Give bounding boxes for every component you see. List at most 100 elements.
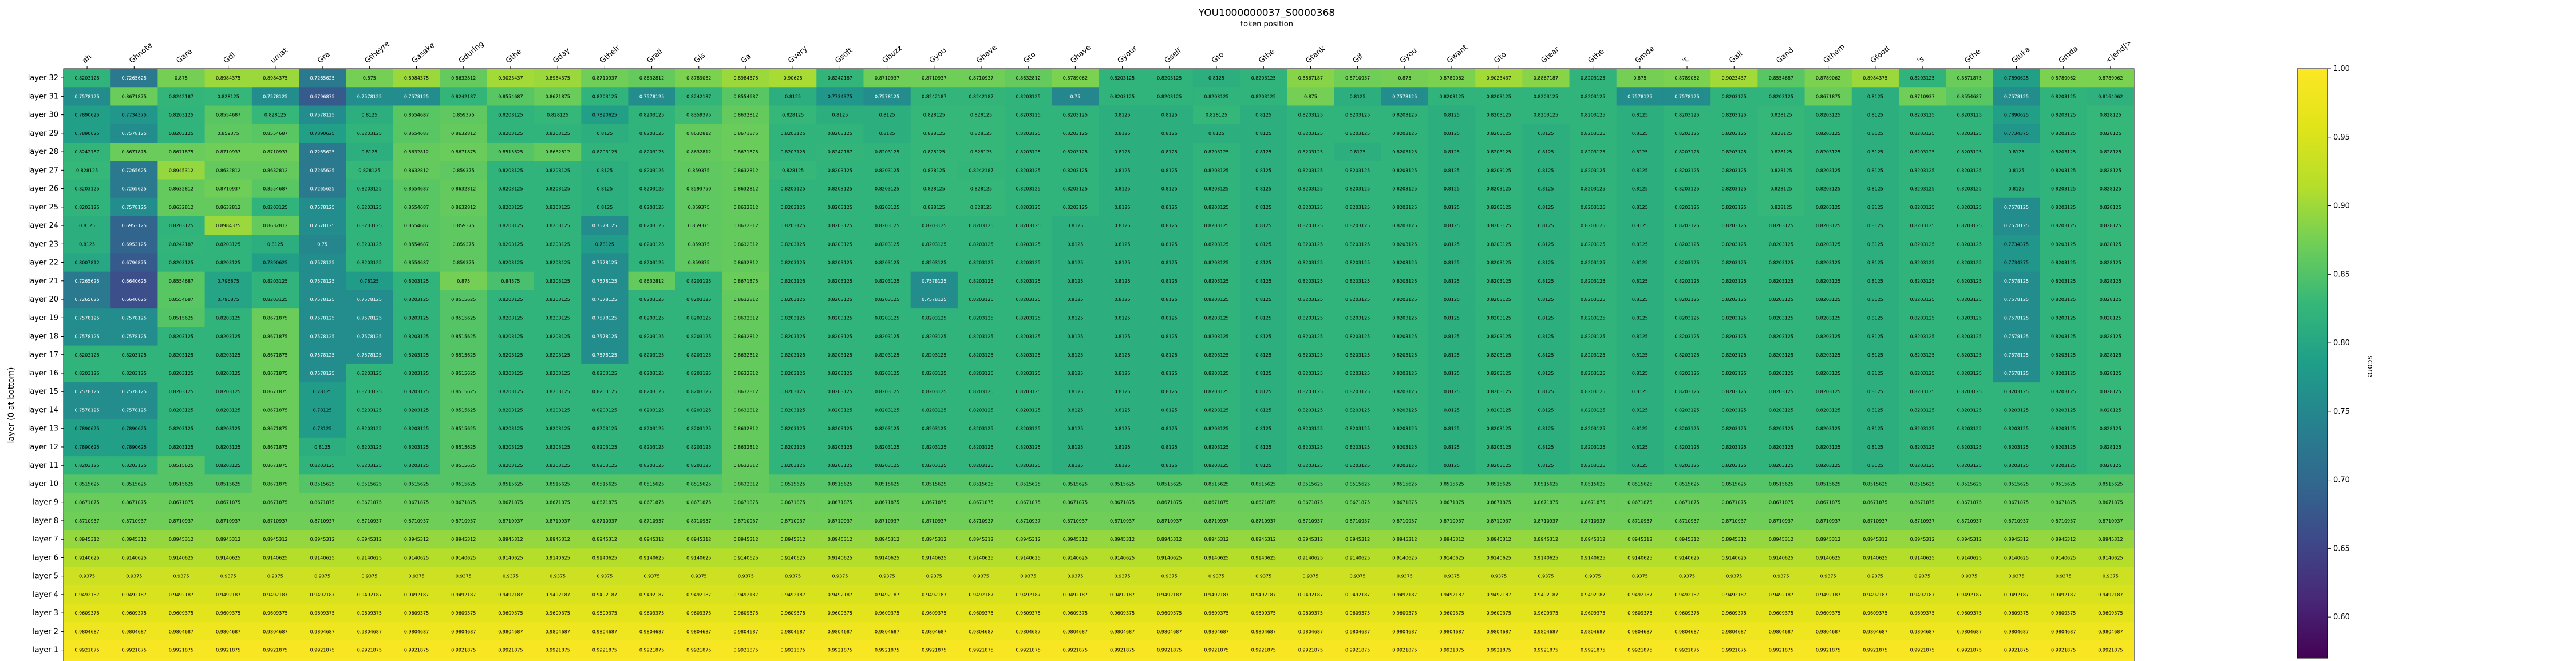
x-tick-label: Gdi <box>222 50 237 65</box>
heatmap-cell <box>722 419 770 438</box>
heatmap-cell <box>1757 69 1805 88</box>
heatmap-cell <box>1381 271 1429 291</box>
heatmap-cell <box>628 253 676 272</box>
heatmap-cell <box>1569 327 1617 346</box>
heatmap-cell <box>628 604 676 623</box>
cell-value-label: 0.9492187 <box>1439 592 1464 597</box>
heatmap-cell <box>1569 124 1617 143</box>
heatmap-cell <box>1569 142 1617 161</box>
heatmap-cell <box>1145 585 1194 604</box>
heatmap-cell <box>346 235 393 254</box>
heatmap-cell <box>1052 437 1099 457</box>
cell-value-label: 0.9921875 <box>2098 648 2123 653</box>
cell-value-label: 0.8515625 <box>498 481 523 486</box>
heatmap-cell <box>581 253 629 272</box>
heatmap-cell <box>1616 290 1664 309</box>
heatmap-cell <box>1946 253 1993 272</box>
cell-value-label: 0.8203125 <box>498 131 523 136</box>
heatmap-cell <box>204 197 252 217</box>
cell-value-label: 0.8203125 <box>1345 371 1370 376</box>
cell-value-label: 0.8945312 <box>639 537 664 542</box>
heatmap-cell <box>1381 161 1429 180</box>
heatmap-cell <box>440 161 488 180</box>
heatmap-cell <box>1475 271 1523 291</box>
heatmap-cell <box>110 345 158 365</box>
cell-value-label: 0.9609375 <box>122 611 147 616</box>
heatmap-cell <box>1240 105 1287 125</box>
heatmap-cell <box>1569 271 1617 291</box>
cell-value-label: 0.9492187 <box>1674 592 1699 597</box>
heatmap-cell <box>1145 363 1194 383</box>
cell-value-label: 0.8710937 <box>1957 518 1982 524</box>
heatmap-cell <box>1145 308 1194 327</box>
cell-value-label: 0.8203125 <box>639 445 664 450</box>
heatmap-cell <box>64 69 111 88</box>
cell-value-label: 0.7578125 <box>310 315 334 320</box>
heatmap-cell <box>1898 271 1946 291</box>
cell-value-label: 0.8710937 <box>922 518 946 524</box>
cell-value-label: 0.8671875 <box>781 500 805 505</box>
heatmap-cell <box>204 474 252 494</box>
heatmap-cell <box>1804 437 1852 457</box>
cell-value-label: 0.8125 <box>1632 463 1648 468</box>
heatmap-cell <box>1851 604 1899 623</box>
cell-value-label: 0.8203125 <box>922 334 946 339</box>
y-tick-label: layer 29 <box>28 129 58 138</box>
heatmap-cell <box>957 530 1005 549</box>
cell-value-label: 0.9609375 <box>922 611 946 616</box>
cell-value-label: 0.8671875 <box>1534 500 1558 505</box>
cell-value-label: 0.8203125 <box>639 407 664 413</box>
cell-value-label: 0.8203125 <box>216 371 240 376</box>
heatmap-cell <box>1616 401 1664 420</box>
cell-value-label: 0.7578125 <box>74 389 99 394</box>
cell-value-label: 0.8671875 <box>122 149 147 155</box>
heatmap-cell <box>299 401 346 420</box>
heatmap-cell <box>1993 327 2041 346</box>
heatmap-cell <box>1946 419 1993 438</box>
cell-value-label: 0.8203125 <box>546 334 570 339</box>
cell-value-label: 0.8203125 <box>1910 315 1934 320</box>
heatmap-cell <box>910 640 958 660</box>
heatmap-cell <box>110 290 158 309</box>
heatmap-cell <box>157 493 206 512</box>
heatmap-cell <box>2087 271 2135 291</box>
heatmap-cell <box>1757 197 1805 217</box>
cell-value-label: 0.9609375 <box>1063 611 1088 616</box>
heatmap-cell <box>204 345 252 365</box>
heatmap-cell <box>675 382 723 401</box>
cell-value-label: 0.8125 <box>79 242 95 247</box>
cell-value-label: 0.8671875 <box>169 149 193 155</box>
cell-value-label: 0.8203125 <box>1392 113 1417 118</box>
heatmap-cell <box>581 179 629 199</box>
heatmap-cell <box>299 179 346 199</box>
cell-value-label: 0.9375 <box>1961 574 1977 579</box>
cell-value-label: 0.8203125 <box>1392 131 1417 136</box>
heatmap-cell <box>1804 401 1852 420</box>
heatmap-cell <box>440 179 488 199</box>
cell-value-label: 0.8203125 <box>169 260 193 266</box>
heatmap-cell <box>1240 327 1287 346</box>
heatmap-cell <box>1334 401 1382 420</box>
heatmap-cell <box>1993 640 2041 660</box>
colorbar-tick-label: 1.00 <box>2333 65 2350 73</box>
cell-value-label: 0.8125 <box>1444 205 1460 210</box>
cell-value-label: 0.9804687 <box>922 629 946 634</box>
cell-value-label: 0.859375 <box>453 260 475 266</box>
heatmap-cell <box>581 548 629 568</box>
heatmap-cell <box>299 530 346 549</box>
heatmap-cell <box>534 69 582 88</box>
cell-value-label: 0.8203125 <box>1722 168 1747 173</box>
cell-value-label: 0.828125 <box>2100 113 2121 118</box>
cell-value-label: 0.8203125 <box>1063 113 1088 118</box>
cell-value-label: 0.7578125 <box>357 94 382 99</box>
heatmap-cell <box>1946 456 1993 475</box>
cell-value-label: 0.8203125 <box>2051 131 2076 136</box>
heatmap-cell <box>64 382 111 401</box>
cell-value-label: 0.8203125 <box>1204 168 1228 173</box>
cell-value-label: 0.8710937 <box>1392 518 1417 524</box>
heatmap-cell <box>110 179 158 199</box>
cell-value-label: 0.7734375 <box>2004 260 2029 266</box>
cell-value-label: 0.8203125 <box>1957 131 1982 136</box>
heatmap-cell <box>1005 604 1052 623</box>
heatmap-cell <box>1475 253 1523 272</box>
